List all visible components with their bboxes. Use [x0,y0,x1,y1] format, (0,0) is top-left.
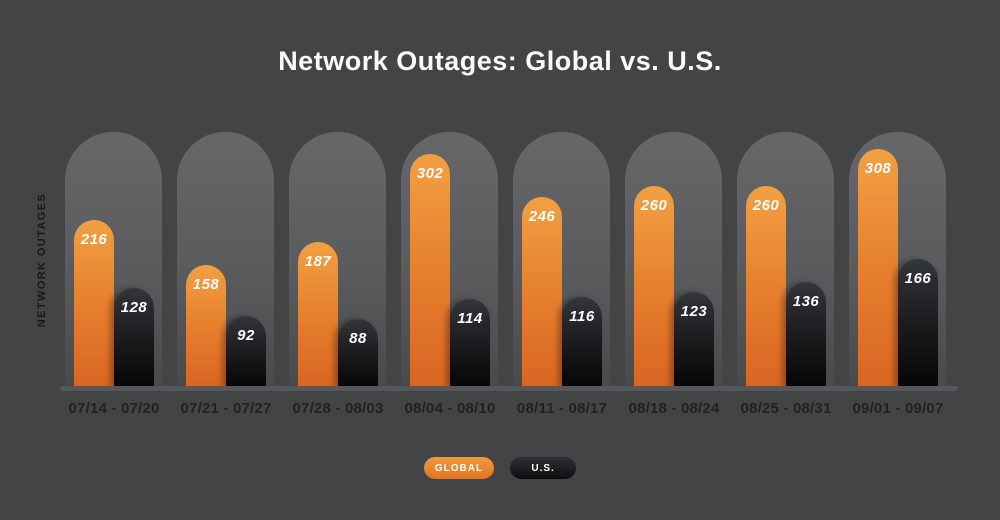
bar-value-label: 128 [120,299,148,316]
bar-us: 128 [114,288,154,387]
bar-value-label: 114 [457,310,483,327]
legend-item-global[interactable]: GLOBAL [423,457,495,479]
bar-pair: 158 92 [186,265,266,387]
bar-us: 136 [786,282,826,387]
y-axis-label-text: NETWORK OUTAGES [36,192,48,327]
bar-global: 246 [522,197,562,387]
bar-value-label: 166 [904,270,932,287]
chart-group: 187 88 [282,132,394,387]
category-label: 07/21 - 07/27 [180,400,272,417]
bar-global: 308 [858,149,898,387]
bar-value-label: 302 [416,165,444,182]
chart-group: 158 92 [170,132,282,387]
chart-group: 260 123 [618,132,730,387]
bar-global: 216 [74,220,114,387]
bar-pair: 187 88 [298,242,378,387]
category-label: 09/01 - 09/07 [852,400,944,417]
bar-value-label: 116 [569,308,595,325]
chart-group: 216 128 [58,132,170,387]
bar-value-label: 88 [349,330,367,347]
bar-pair: 216 128 [74,220,154,387]
bar-value-label: 216 [80,231,108,248]
chart-title: Network Outages: Global vs. U.S. [278,46,722,76]
bar-value-label: 246 [528,208,556,225]
bar-value-label: 260 [640,197,668,214]
legend-item-us-label: U.S. [531,462,555,474]
category-label: 08/11 - 08/17 [516,400,608,417]
bar-value-label: 260 [752,197,780,214]
category-label: 07/14 - 07/20 [68,400,160,417]
legend-item-us[interactable]: U.S. [510,457,577,479]
y-axis-label: NETWORK OUTAGES [28,132,56,387]
legend-item-global-label: GLOBAL [434,462,484,474]
bar-us: 166 [898,259,938,387]
x-axis-baseline [60,386,958,391]
category-label: 08/04 - 08/10 [404,400,496,417]
bar-global: 260 [746,186,786,387]
bar-us: 92 [226,316,266,387]
bar-value-label: 308 [864,160,892,177]
bar-value-label: 158 [192,276,220,293]
category-label: 08/18 - 08/24 [628,400,720,417]
bar-us: 116 [562,297,602,387]
bar-pair: 302 114 [410,154,490,387]
bar-global: 187 [298,242,338,387]
bar-value-label: 92 [237,327,255,344]
bar-value-label: 123 [680,303,708,320]
bar-value-label: 136 [792,293,820,310]
category-label: 08/25 - 08/31 [740,400,832,417]
chart-group: 302 114 [394,132,506,387]
bar-us: 114 [450,299,490,387]
bar-pair: 260 123 [634,186,714,387]
bar-value-label: 187 [304,253,332,270]
bar-pair: 246 116 [522,197,602,387]
bar-us: 88 [338,319,378,387]
chart-group: 308 166 [842,132,954,387]
bar-global: 260 [634,186,674,387]
category-label: 07/28 - 08/03 [292,400,384,417]
bar-global: 302 [410,154,450,387]
bar-global: 158 [186,265,226,387]
x-axis-labels: 07/14 - 07/20 07/21 - 07/27 07/28 - 08/03 0… [58,400,954,417]
bar-pair: 260 136 [746,186,826,387]
chart-group: 246 116 [506,132,618,387]
legend: GLOBAL U.S. [0,457,1000,479]
bar-pair: 308 166 [858,149,938,387]
plot-area: 216 128 158 92 187 88 302 114 246 116 260 123 260 136… [58,132,954,387]
chart-group: 260 136 [730,132,842,387]
bar-us: 123 [674,292,714,387]
